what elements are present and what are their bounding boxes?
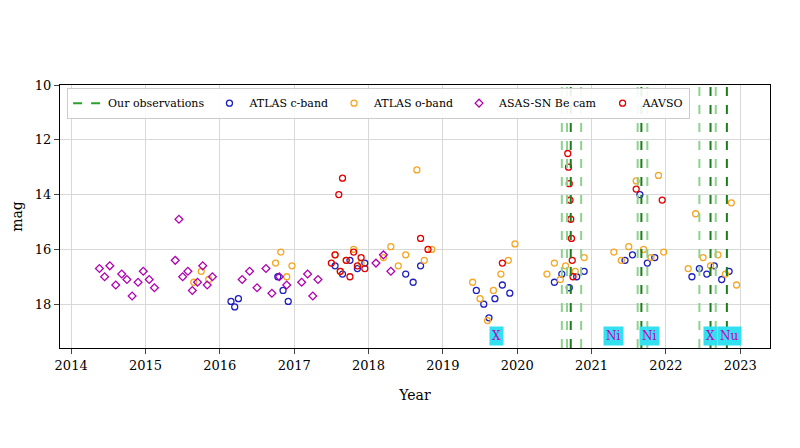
svg-text:12: 12 [35,132,52,147]
svg-text:16: 16 [35,242,52,257]
svg-text:2016: 2016 [203,358,236,373]
svg-text:ASAS-SN Be cam: ASAS-SN Be cam [498,97,597,110]
svg-text:Nu: Nu [720,329,739,343]
svg-text:2023: 2023 [724,358,757,373]
svg-text:Ni: Ni [606,329,621,343]
svg-text:ATLAS c-band: ATLAS c-band [248,97,328,110]
svg-text:14: 14 [35,187,52,202]
svg-text:2014: 2014 [55,358,88,373]
svg-text:Our observations: Our observations [108,97,204,110]
svg-text:2019: 2019 [426,358,459,373]
svg-text:Ni: Ni [642,329,657,343]
svg-text:18: 18 [35,297,52,312]
svg-text:2017: 2017 [278,358,311,373]
svg-text:10: 10 [35,78,52,93]
svg-text:2020: 2020 [501,358,534,373]
svg-text:2021: 2021 [575,358,608,373]
svg-text:AAVSO: AAVSO [642,97,683,110]
svg-text:2022: 2022 [649,358,682,373]
svg-text:mag: mag [9,201,25,232]
svg-text:Year: Year [398,387,431,403]
svg-text:2018: 2018 [352,358,385,373]
svg-text:X: X [492,329,501,343]
svg-text:ATLAS o-band: ATLAS o-band [373,97,453,110]
svg-text:2015: 2015 [129,358,162,373]
svg-text:X: X [706,329,715,343]
